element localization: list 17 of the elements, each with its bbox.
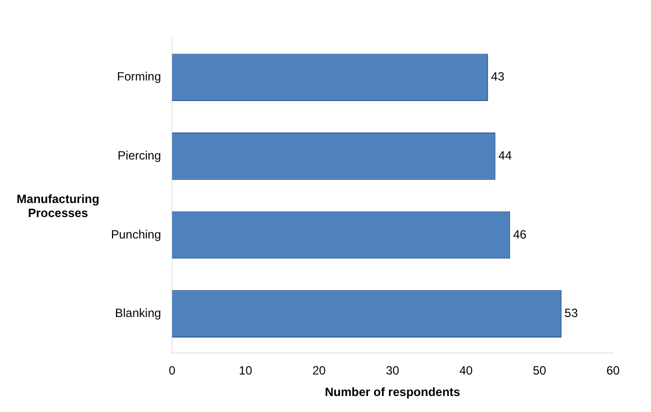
y-axis-title: Manufacturing Processes: [16, 192, 100, 220]
x-tick-label: 60: [606, 364, 620, 378]
data-label: 43: [491, 70, 505, 84]
x-tick-label: 30: [386, 364, 400, 378]
data-label: 46: [513, 227, 527, 242]
x-tick-label: 50: [532, 364, 546, 378]
y-tick-label: Piercing: [118, 148, 162, 163]
x-tick-label: 0: [168, 364, 176, 378]
x-tick-label: 20: [312, 364, 326, 378]
y-tick-label: Blanking: [115, 306, 162, 320]
x-tick-label: 10: [238, 364, 253, 378]
data-label: 44: [498, 148, 512, 163]
y-tick-label: Forming: [117, 70, 162, 84]
data-label: 53: [564, 306, 578, 320]
y-tick-label: Punching: [110, 227, 162, 242]
x-tick-label: 40: [459, 364, 474, 378]
x-axis-title: Number of respondents: [324, 385, 461, 400]
